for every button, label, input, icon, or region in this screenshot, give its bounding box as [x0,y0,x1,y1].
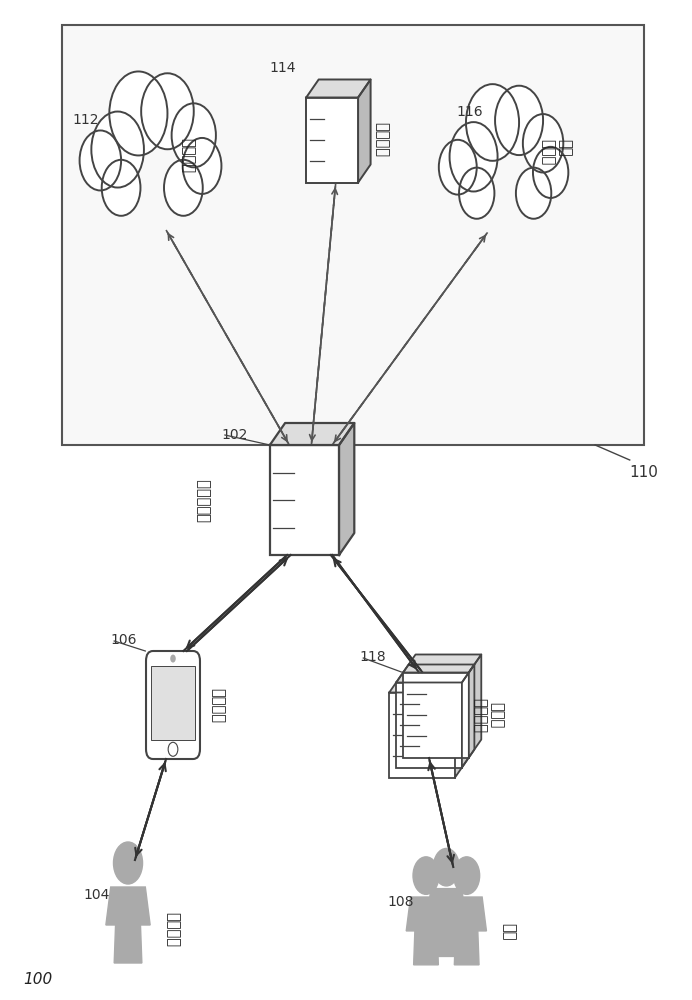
Bar [306,98,358,182]
Circle shape [164,160,203,216]
Text: 支付网络: 支付网络 [180,137,195,172]
Circle shape [450,122,498,191]
Polygon shape [306,80,371,98]
Polygon shape [447,897,486,965]
Text: 用户: 用户 [501,923,516,941]
Text: 其他
数据源: 其他 数据源 [540,139,572,165]
Circle shape [168,742,178,756]
Circle shape [523,114,563,172]
Bar [62,25,644,445]
Polygon shape [106,887,150,963]
Text: 100: 100 [24,972,53,988]
Polygon shape [406,897,446,965]
Circle shape [433,848,459,886]
Bar [403,673,469,758]
Circle shape [439,140,477,195]
Circle shape [516,168,552,219]
Text: 118: 118 [360,650,386,664]
Circle shape [109,71,167,155]
Text: 102: 102 [221,428,248,442]
Text: 另外的
计算设备: 另外的 计算设备 [472,698,504,732]
Bar [151,666,195,740]
Circle shape [533,147,568,198]
Polygon shape [339,423,354,555]
Text: 商家系统: 商家系统 [374,122,389,157]
Circle shape [113,842,143,884]
Bar [389,693,455,778]
Text: 第一用户: 第一用户 [165,912,181,948]
Text: 110: 110 [630,465,659,480]
Polygon shape [270,423,354,445]
Text: 116: 116 [457,105,483,119]
Polygon shape [403,654,482,673]
Circle shape [172,103,216,167]
Polygon shape [469,654,482,758]
Circle shape [454,857,480,894]
Text: 108: 108 [388,895,414,909]
Polygon shape [358,80,371,182]
Circle shape [413,857,439,894]
Polygon shape [389,675,467,693]
Text: 112: 112 [73,113,99,127]
Polygon shape [396,665,475,683]
Circle shape [141,73,194,149]
Bar [396,683,462,768]
Circle shape [495,86,543,155]
Text: 处理服务器: 处理服务器 [197,478,212,522]
Text: 114: 114 [270,61,296,75]
Circle shape [170,655,176,663]
Polygon shape [426,889,466,956]
FancyBboxPatch shape [146,651,200,759]
Circle shape [466,84,519,161]
Circle shape [102,160,140,216]
Circle shape [459,168,494,219]
Circle shape [91,112,144,188]
Polygon shape [462,665,475,768]
Polygon shape [455,675,467,778]
Text: 计算设备: 计算设备 [210,688,226,722]
Bar [270,445,339,555]
Text: 104: 104 [83,888,109,902]
Circle shape [80,130,121,190]
Text: 106: 106 [111,633,137,647]
Circle shape [183,138,221,194]
